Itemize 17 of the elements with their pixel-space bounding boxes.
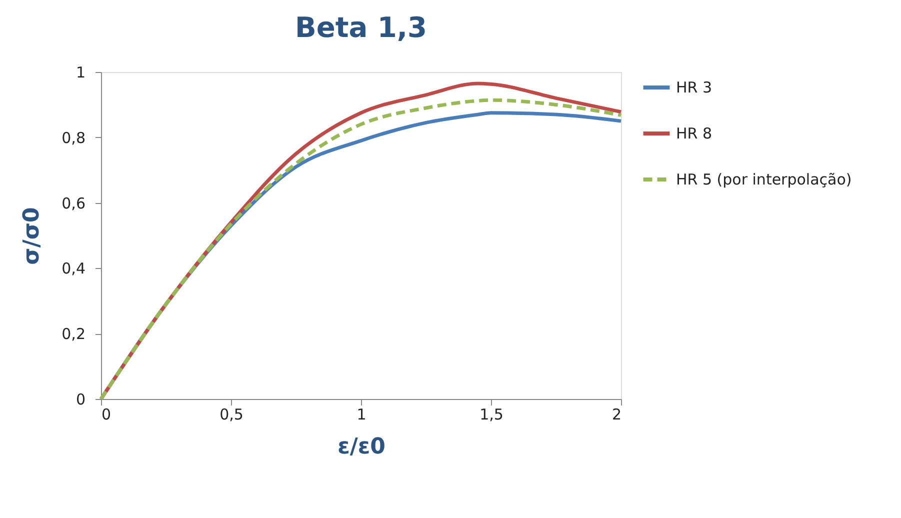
x-tick-label: 0,5 <box>220 406 244 424</box>
y-tick-label: 0,4 <box>62 260 86 278</box>
y-axis-title: σ/σ0 <box>20 207 45 265</box>
y-tick-label: 0,2 <box>62 325 86 344</box>
x-tick-label: 0 <box>102 406 112 424</box>
legend-label: HR 3 <box>676 78 712 96</box>
x-tick-label: 1,5 <box>480 406 504 424</box>
x-tick-label: 1 <box>356 406 366 424</box>
chart-title: Beta 1,3 <box>295 11 427 44</box>
y-tick-label: 0 <box>76 390 86 408</box>
x-axis-title: ε/ε0 <box>338 434 386 460</box>
legend-label: HR 5 (por interpolação) <box>676 170 852 188</box>
legend-label: HR 8 <box>676 124 712 142</box>
x-tick-label: 2 <box>612 406 622 424</box>
y-tick-label: 0,8 <box>62 128 86 147</box>
y-tick-label: 1 <box>76 64 86 82</box>
y-tick-label: 0,6 <box>62 194 86 212</box>
